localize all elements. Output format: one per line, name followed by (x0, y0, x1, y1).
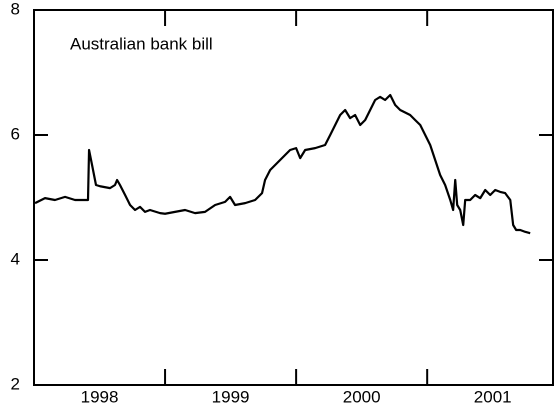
annotation: Australian bank bill (70, 34, 213, 53)
x-tick-label: 1999 (212, 387, 250, 406)
x-tick-label: 2001 (474, 387, 512, 406)
y-tick-label: 2 (11, 374, 20, 393)
data-line (34, 93, 531, 235)
y-tick-label: 6 (11, 124, 20, 143)
x-tick-label: 1998 (81, 387, 119, 406)
x-tick-label: 2000 (343, 387, 381, 406)
y-tick-label: 8 (11, 0, 20, 18)
y-tick-label: 4 (11, 249, 20, 268)
plot-frame (33, 9, 554, 386)
